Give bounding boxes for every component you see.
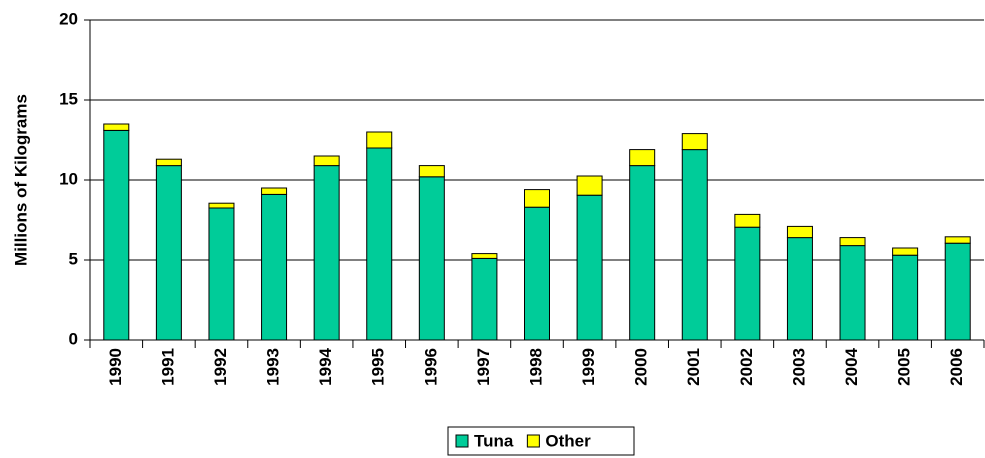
x-tick-label: 2006 <box>947 348 966 386</box>
y-axis-label: Millions of Kilograms <box>11 94 30 266</box>
bar-segment <box>313 155 340 167</box>
y-tick-label: 15 <box>59 89 78 108</box>
bar-segment <box>261 193 288 341</box>
x-tick-label: 2005 <box>895 348 914 386</box>
bar-segment <box>471 253 498 259</box>
bar-segment <box>103 129 130 341</box>
bar-segment <box>839 237 866 247</box>
bar-segment <box>524 189 550 208</box>
bar-segment <box>681 149 708 341</box>
bar-segment <box>944 242 971 341</box>
bar-segment <box>786 225 813 239</box>
x-tick-label: 1999 <box>579 348 598 386</box>
x-tick-label: 2001 <box>684 348 703 386</box>
x-tick-label: 1993 <box>264 348 283 386</box>
bar-segment <box>839 245 866 341</box>
x-tick-label: 1995 <box>369 348 388 386</box>
x-tick-label: 1990 <box>106 348 125 386</box>
legend-swatch <box>526 434 540 448</box>
x-tick-label: 1994 <box>316 347 335 385</box>
bar-segment <box>681 133 708 151</box>
x-tick-label: 1992 <box>211 348 230 386</box>
y-tick-label: 10 <box>59 169 78 188</box>
bar-segment <box>366 147 393 341</box>
bar-segment <box>418 165 445 178</box>
bar-segment <box>418 176 445 341</box>
bar-segment <box>734 213 761 228</box>
bar-segment <box>576 175 603 196</box>
legend-box <box>447 426 635 456</box>
bar-segment <box>366 131 393 149</box>
x-tick-label: 2002 <box>737 348 756 386</box>
bar-segment <box>944 236 971 244</box>
x-tick-label: 2003 <box>789 348 808 386</box>
y-tick-label: 20 <box>59 9 78 28</box>
y-tick-label: 5 <box>69 249 78 268</box>
bar-segment <box>208 207 235 341</box>
bar-segment <box>261 187 288 195</box>
bar-segment <box>576 194 603 341</box>
bar-segment <box>313 165 340 341</box>
bar-segment <box>786 237 813 341</box>
legend-swatch <box>455 434 469 448</box>
bar-segment <box>892 254 919 341</box>
x-tick-label: 2004 <box>842 347 861 385</box>
legend-label: Tuna <box>474 431 514 450</box>
bar-segment <box>155 158 182 167</box>
bar-segment <box>629 165 656 341</box>
bar-segment <box>629 149 656 167</box>
bar-segment <box>155 165 182 341</box>
x-tick-label: 1996 <box>421 348 440 386</box>
bar-segment <box>892 247 919 256</box>
legend-label: Other <box>545 431 591 450</box>
bar-segment <box>208 202 235 209</box>
x-tick-label: 1997 <box>474 348 493 386</box>
bar-segment <box>103 123 130 131</box>
bar-segment <box>524 206 550 341</box>
y-tick-label: 0 <box>69 329 78 348</box>
bar-segment <box>471 257 498 341</box>
bar-segment <box>734 226 761 341</box>
x-tick-label: 1998 <box>526 348 545 386</box>
x-tick-label: 2000 <box>632 348 651 386</box>
x-tick-label: 1991 <box>158 348 177 386</box>
